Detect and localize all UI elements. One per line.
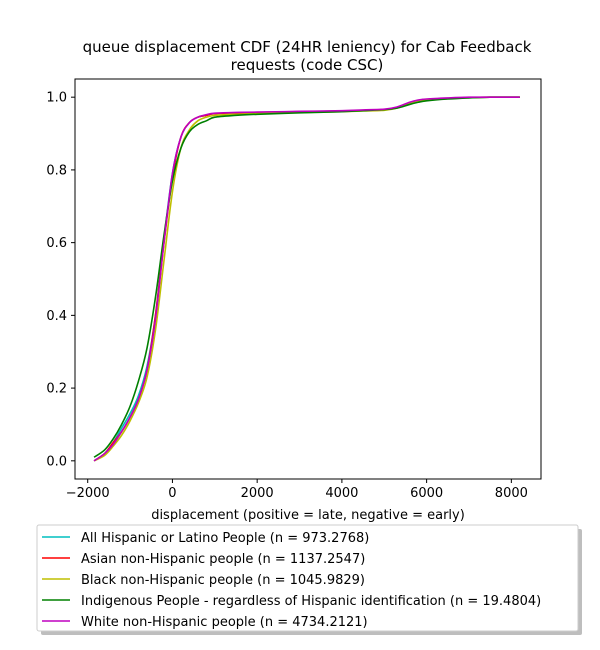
legend-entry-label: Asian non-Hispanic people (n = 1137.2547…: [81, 552, 365, 567]
y-tick-label: 0.6: [46, 236, 67, 251]
chart-title: queue displacement CDF (24HR leniency) f…: [83, 38, 532, 74]
legend-entry-label: Indigenous People - regardless of Hispan…: [81, 594, 541, 609]
y-tick-label: 0.0: [46, 454, 67, 469]
series-line-4: [93, 96, 520, 458]
legend-entry-label: Black non-Hispanic people (n = 1045.9829…: [81, 573, 365, 588]
legend-entry-label: All Hispanic or Latino People (n = 973.2…: [81, 531, 369, 546]
x-tick-label: 4000: [325, 486, 358, 501]
y-tick-label: 0.8: [46, 163, 67, 178]
legend-entry-label: White non-Hispanic people (n = 4734.2121…: [81, 615, 368, 630]
x-tick-label: −2000: [66, 486, 110, 501]
chart-title-line-2: requests (code CSC): [231, 56, 384, 74]
x-tick-label: 0: [168, 486, 176, 501]
legend: All Hispanic or Latino People (n = 973.2…: [36, 524, 582, 635]
axes-frame: [74, 78, 542, 480]
x-tick-label: 6000: [410, 486, 443, 501]
y-axis-ticks: 0.0 0.2 0.4 0.6 0.8 1.0: [46, 91, 75, 469]
legend-box: [36, 524, 579, 632]
y-tick-label: 1.0: [46, 91, 67, 106]
series-line-5: [93, 96, 520, 462]
y-tick-label: 0.2: [46, 382, 67, 397]
y-tick-label: 0.4: [46, 309, 67, 324]
x-axis-label: displacement (positive = late, negative …: [151, 508, 465, 523]
x-tick-label: 8000: [495, 486, 528, 501]
legend-items: All Hispanic or Latino People (n = 973.2…: [42, 531, 541, 630]
x-tick-label: 2000: [241, 486, 274, 501]
x-axis-ticks: −2000 0 2000 4000 6000 8000: [66, 479, 528, 501]
plot-lines: [93, 96, 520, 462]
chart-title-line-1: queue displacement CDF (24HR leniency) f…: [83, 38, 532, 56]
